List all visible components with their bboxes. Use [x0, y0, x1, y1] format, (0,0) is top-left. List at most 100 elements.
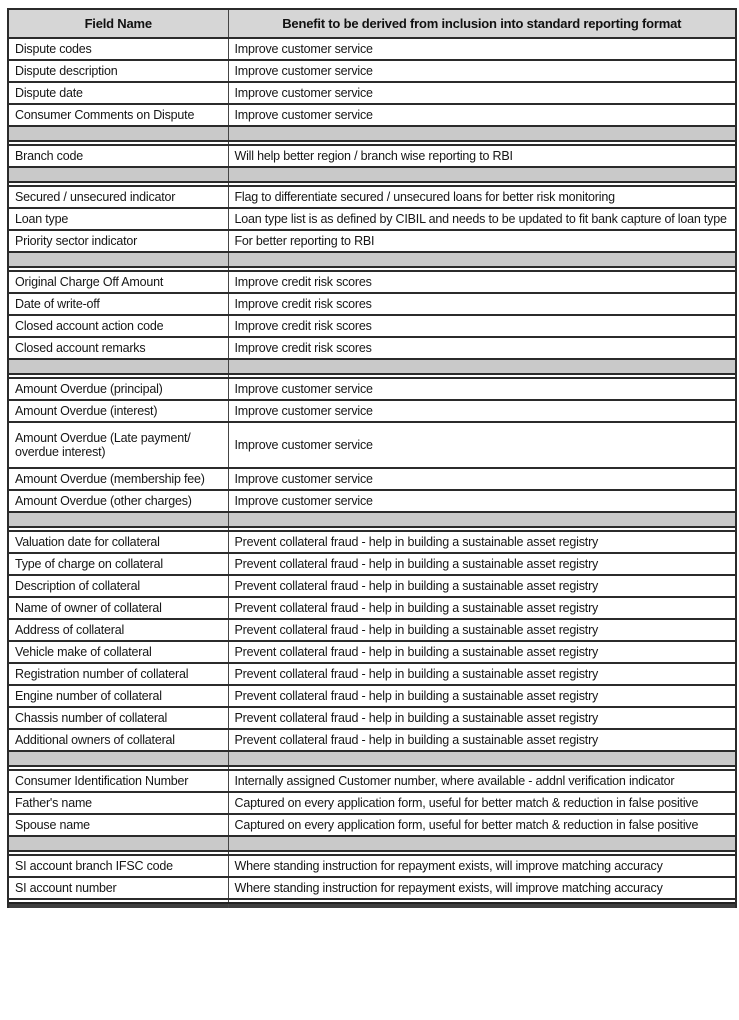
benefit-cell: Prevent collateral fraud - help in build…: [227, 706, 737, 730]
gap-row: [7, 266, 737, 271]
reporting-format-table: Field Name Benefit to be derived from in…: [7, 8, 737, 908]
cutoff-cell: [227, 902, 737, 908]
field-cell: Priority sector indicator: [7, 229, 229, 253]
gap-cell: [227, 526, 737, 531]
table-row: Name of owner of collateral Prevent colla…: [7, 596, 737, 620]
field-cell: Amount Overdue (other charges): [7, 489, 229, 513]
field-cell: Amount Overdue (principal): [7, 377, 229, 401]
header-row: Field Name Benefit to be derived from in…: [7, 8, 737, 39]
field-cell: Registration number of collateral: [7, 662, 229, 686]
separator-cell: [227, 251, 737, 268]
separator-cell: [7, 750, 229, 767]
table-row: Additional owners of collateral Prevent c…: [7, 728, 737, 752]
field-cell: Description of collateral: [7, 574, 229, 598]
separator-cell: [227, 125, 737, 142]
table-row: Description of collateral Prevent collate…: [7, 574, 737, 598]
table-row: Date of write-off Improve credit risk sco…: [7, 292, 737, 316]
benefit-cell: Prevent collateral fraud - help in build…: [227, 662, 737, 686]
separator-cell: [7, 166, 229, 183]
benefit-cell: Improve customer service: [227, 399, 737, 423]
table-row: Original Charge Off Amount Improve credit…: [7, 270, 737, 294]
gap-row: [7, 850, 737, 855]
separator-cell: [7, 251, 229, 268]
benefit-cell: Improve customer service: [227, 59, 737, 83]
benefit-cell: Prevent collateral fraud - help in build…: [227, 618, 737, 642]
table-row: Amount Overdue (membership fee) Improve c…: [7, 467, 737, 491]
table-row: Vehicle make of collateral Prevent collat…: [7, 640, 737, 664]
benefit-cell: Prevent collateral fraud - help in build…: [227, 530, 737, 554]
table-row: Closed account action code Improve credit…: [7, 314, 737, 338]
field-cell: Date of write-off: [7, 292, 229, 316]
field-cell: Chassis number of collateral: [7, 706, 229, 730]
benefit-cell: Prevent collateral fraud - help in build…: [227, 596, 737, 620]
field-cell: Dispute codes: [7, 37, 229, 61]
table-body: Dispute codes Improve customer service Dis…: [7, 37, 737, 908]
gap-cell: [227, 181, 737, 186]
table-row: Engine number of collateral Prevent colla…: [7, 684, 737, 708]
cutoff-cell: [7, 902, 229, 908]
benefit-cell: Improve credit risk scores: [227, 270, 737, 294]
benefit-cell: Improve credit risk scores: [227, 336, 737, 360]
table-row: SI account number Where standing instruct…: [7, 876, 737, 900]
gap-cell: [227, 765, 737, 770]
table-row: Type of charge on collateral Prevent coll…: [7, 552, 737, 576]
benefit-cell: Improve customer service: [227, 467, 737, 491]
table-row: Dispute date Improve customer service: [7, 81, 737, 105]
separator-row: [7, 251, 737, 268]
field-cell: Closed account remarks: [7, 336, 229, 360]
separator-row: [7, 358, 737, 375]
benefit-cell: Improve credit risk scores: [227, 314, 737, 338]
field-cell: Vehicle make of collateral: [7, 640, 229, 664]
benefit-cell: Improve customer service: [227, 377, 737, 401]
field-cell: Engine number of collateral: [7, 684, 229, 708]
benefit-cell: Flag to differentiate secured / unsecure…: [227, 185, 737, 209]
field-cell: Closed account action code: [7, 314, 229, 338]
table-row: Spouse name Captured on every application…: [7, 813, 737, 837]
gap-cell: [227, 140, 737, 145]
benefit-cell: Improve customer service: [227, 489, 737, 513]
separator-row: [7, 166, 737, 183]
benefit-cell: Where standing instruction for repayment…: [227, 876, 737, 900]
separator-cell: [7, 125, 229, 142]
table-row: Closed account remarks Improve credit ris…: [7, 336, 737, 360]
table-row: Consumer Comments on Dispute Improve cust…: [7, 103, 737, 127]
table-row: Valuation date for collateral Prevent col…: [7, 530, 737, 554]
table-row: Consumer Identification Number Internally…: [7, 769, 737, 793]
table-header: Field Name Benefit to be derived from in…: [7, 8, 737, 39]
separator-cell: [227, 511, 737, 528]
field-cell: Additional owners of collateral: [7, 728, 229, 752]
field-cell: Consumer Comments on Dispute: [7, 103, 229, 127]
field-cell: Dispute description: [7, 59, 229, 83]
table-row: SI account branch IFSC code Where standin…: [7, 854, 737, 878]
table-row: Chassis number of collateral Prevent coll…: [7, 706, 737, 730]
separator-row: [7, 835, 737, 852]
benefit-cell: Improve customer service: [227, 37, 737, 61]
gap-row: [7, 373, 737, 378]
separator-cell: [227, 358, 737, 375]
gap-row: [7, 526, 737, 531]
cutoff-row: [7, 902, 737, 908]
benefit-cell: Prevent collateral fraud - help in build…: [227, 574, 737, 598]
benefit-header: Benefit to be derived from inclusion int…: [227, 8, 737, 39]
table-row: Branch code Will help better region / bra…: [7, 144, 737, 168]
table-row: Loan type Loan type list is as defined by…: [7, 207, 737, 231]
separator-row: [7, 125, 737, 142]
field-cell: Original Charge Off Amount: [7, 270, 229, 294]
table-row: Amount Overdue (Late payment/ overdue in…: [7, 421, 737, 469]
table-row: Dispute codes Improve customer service: [7, 37, 737, 61]
field-cell: Name of owner of collateral: [7, 596, 229, 620]
benefit-cell: Prevent collateral fraud - help in build…: [227, 684, 737, 708]
separator-cell: [7, 835, 229, 852]
table-row: Amount Overdue (interest) Improve custome…: [7, 399, 737, 423]
gap-row: [7, 898, 737, 903]
field-cell: SI account number: [7, 876, 229, 900]
separator-cell: [227, 166, 737, 183]
benefit-cell: Will help better region / branch wise re…: [227, 144, 737, 168]
separator-cell: [227, 835, 737, 852]
table-row: Address of collateral Prevent collateral …: [7, 618, 737, 642]
field-cell: Father's name: [7, 791, 229, 815]
gap-cell: [227, 266, 737, 271]
gap-cell: [227, 850, 737, 855]
gap-row: [7, 181, 737, 186]
